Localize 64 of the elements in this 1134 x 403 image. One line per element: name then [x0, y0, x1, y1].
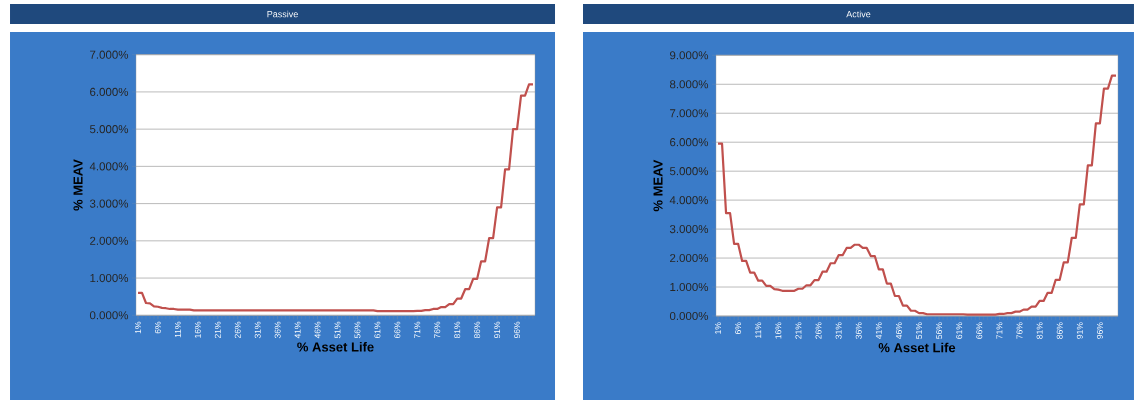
x-tick-label: 6%	[154, 321, 161, 334]
x-tick-label: 66%	[394, 321, 401, 339]
y-tick-label: 3.000%	[669, 225, 709, 234]
x-tick-label: 81%	[454, 321, 461, 339]
x-tick-label: 46%	[895, 322, 902, 340]
x-tick-label: 16%	[194, 321, 201, 338]
y-tick-label: 1.000%	[670, 282, 709, 292]
x-tick-label: 36%	[274, 321, 281, 339]
x-tick-label: 41%	[294, 321, 301, 339]
x-tick-label: 66%	[976, 322, 983, 339]
y-tick-label: 0.000%	[89, 311, 129, 320]
x-tick-label: 6%	[735, 322, 742, 335]
x-tick-label: 1%	[715, 322, 721, 334]
x-tick-label: 36%	[855, 322, 862, 339]
x-tick-label: 91%	[494, 321, 501, 339]
y-tick-label: 0.000%	[669, 311, 709, 321]
y-tick-label: 2.000%	[670, 253, 709, 263]
y-tick-label: 7.000%	[670, 109, 709, 118]
y-axis-title: % MEAV	[73, 159, 83, 211]
x-tick-label: 91%	[1076, 322, 1083, 339]
x-tick-label: 31%	[835, 322, 842, 339]
x-tick-label: 81%	[1036, 322, 1043, 339]
x-tick-label: 51%	[916, 322, 922, 339]
x-tick-label: 71%	[996, 322, 1003, 339]
x-tick-label: 61%	[956, 322, 963, 339]
x-tick-label: 56%	[354, 321, 361, 339]
y-tick-label: 9.000%	[670, 51, 709, 60]
x-tick-label: 96%	[1096, 322, 1103, 339]
y-tick-label: 1.000%	[90, 273, 129, 283]
chart-title: Passive	[267, 10, 298, 18]
x-tick-label: 71%	[414, 321, 421, 339]
y-tick-label: 5.000%	[669, 167, 709, 176]
x-tick-label: 96%	[514, 321, 521, 339]
x-tick-label: 51%	[334, 321, 341, 339]
x-axis-title: % Asset Life	[297, 342, 374, 352]
x-tick-label: 86%	[474, 321, 481, 339]
x-tick-label: 56%	[936, 322, 943, 339]
x-tick-label: 26%	[234, 321, 241, 339]
x-tick-label: 76%	[1016, 322, 1023, 339]
x-tick-label: 11%	[174, 321, 181, 338]
y-tick-label: 4.000%	[89, 162, 129, 171]
y-tick-label: 6.000%	[90, 87, 129, 96]
x-tick-label: 1%	[135, 321, 141, 334]
x-tick-label: 26%	[815, 322, 822, 339]
y-axis-title: % MEAV	[653, 159, 663, 212]
x-tick-label: 76%	[434, 321, 441, 339]
y-tick-label: 2.000%	[90, 236, 129, 245]
x-axis-title: % Asset Life	[878, 342, 956, 353]
x-tick-label: 41%	[875, 322, 882, 340]
x-tick-label: 31%	[254, 321, 261, 339]
y-tick-label: 7.000%	[90, 50, 129, 59]
y-tick-label: 5.000%	[89, 125, 129, 134]
x-tick-label: 86%	[1056, 322, 1063, 339]
x-tick-label: 21%	[795, 322, 802, 339]
x-tick-label: 21%	[214, 321, 221, 339]
y-tick-label: 3.000%	[89, 199, 129, 208]
chart-title: Active	[846, 10, 871, 18]
y-tick-label: 8.000%	[669, 80, 709, 89]
y-tick-label: 4.000%	[669, 196, 709, 205]
y-tick-label: 6.000%	[670, 138, 709, 147]
x-tick-label: 46%	[314, 321, 321, 339]
x-tick-label: 11%	[755, 322, 762, 338]
x-tick-label: 61%	[374, 321, 381, 339]
x-tick-label: 16%	[775, 322, 782, 339]
